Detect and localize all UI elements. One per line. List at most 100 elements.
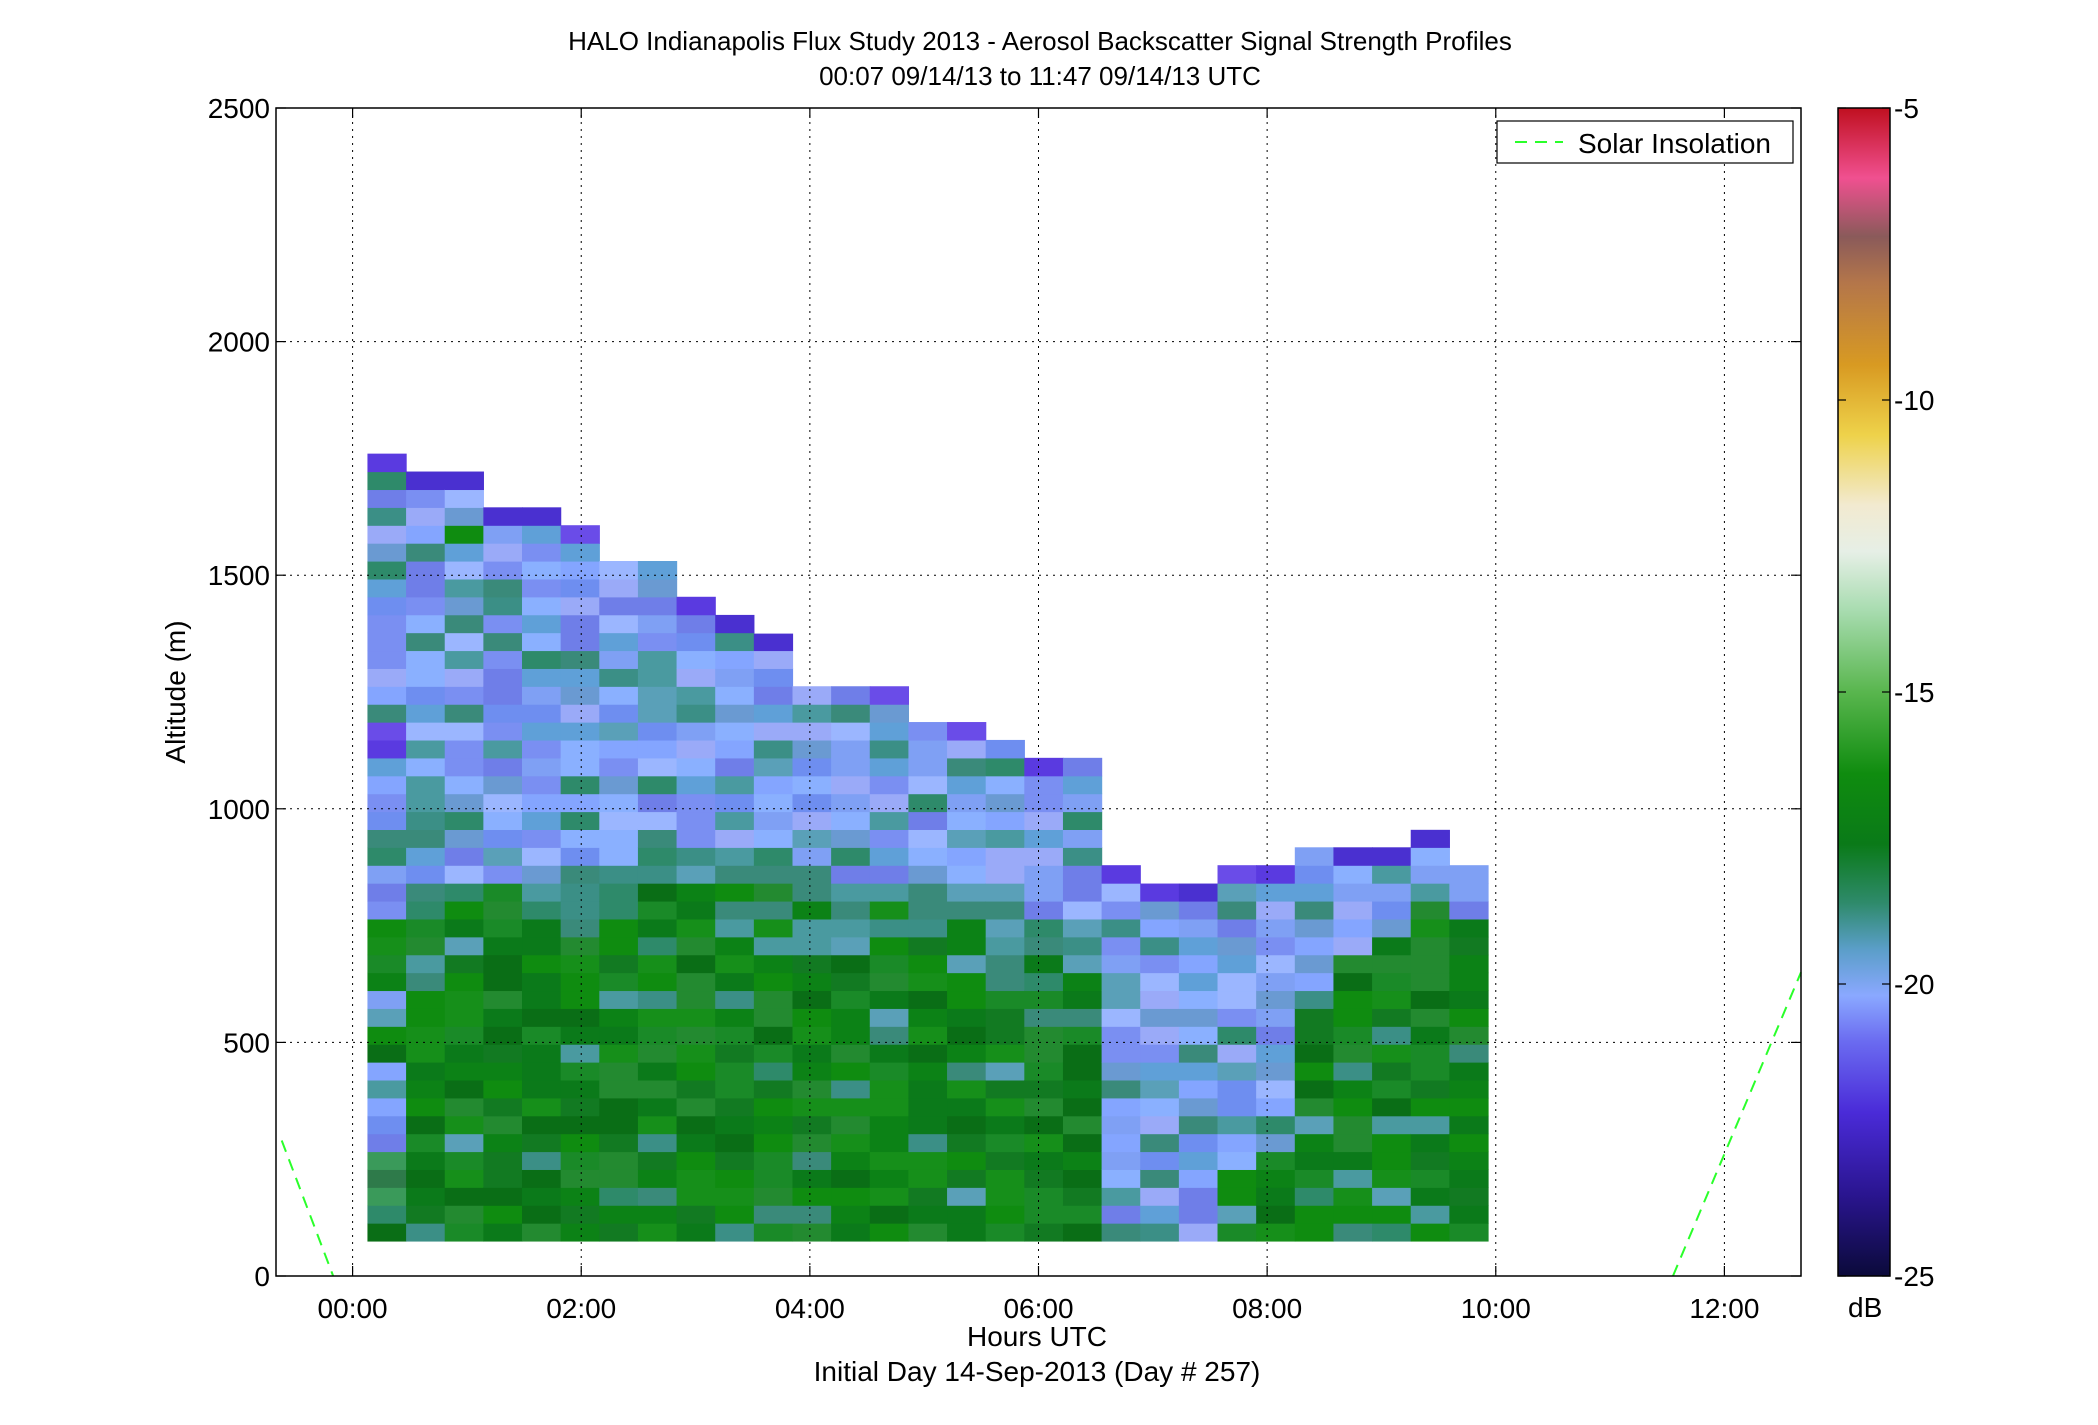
heatmap-cell [560, 1205, 600, 1224]
heatmap-cell [1410, 1205, 1450, 1224]
heatmap-cell [444, 525, 484, 544]
heatmap-cell [676, 614, 716, 634]
heatmap-cell [1372, 900, 1412, 920]
heatmap-cell [522, 1115, 562, 1135]
heatmap-cell [560, 883, 600, 902]
heatmap-cell [908, 918, 948, 938]
heatmap-cell [1178, 972, 1219, 992]
heatmap-cell [947, 1044, 987, 1063]
heatmap-cell [1410, 865, 1450, 884]
heatmap-cell [599, 829, 639, 848]
heatmap-cell [831, 1026, 871, 1045]
heatmap-cell [676, 1187, 716, 1206]
heatmap-cell [406, 990, 446, 1009]
heatmap-cell [1449, 1223, 1489, 1242]
heatmap-cell [599, 757, 639, 777]
heatmap-cell [869, 865, 910, 884]
heatmap-cell [483, 507, 523, 526]
heatmap-cell [444, 829, 484, 848]
heatmap-cell [985, 936, 1025, 956]
heatmap-cell [1372, 1151, 1412, 1170]
heatmap-cell [1101, 1151, 1141, 1170]
heatmap-cell [406, 704, 446, 723]
heatmap-cell [637, 811, 678, 830]
heatmap-cell [1294, 972, 1335, 992]
heatmap-cell [367, 954, 407, 974]
heatmap-cell [831, 1169, 871, 1188]
heatmap-cell [869, 883, 910, 902]
heatmap-cell [985, 847, 1025, 866]
heatmap-cell [715, 1115, 755, 1135]
heatmap-cell [908, 954, 948, 974]
heatmap-cell [406, 525, 446, 544]
heatmap-cell [522, 775, 562, 795]
heatmap-cell [947, 722, 987, 741]
heatmap-cell [1217, 1026, 1257, 1045]
heatmap-cell [869, 972, 910, 992]
heatmap-cell [1217, 1169, 1257, 1188]
heatmap-cell [831, 936, 871, 956]
heatmap-cell [792, 847, 832, 866]
heatmap-cell [908, 829, 948, 848]
heatmap-cell [869, 722, 910, 741]
heatmap-cell [1024, 1062, 1064, 1081]
heatmap-cell [1140, 1187, 1180, 1206]
heatmap-cell [1024, 1133, 1064, 1153]
heatmap-cell [831, 1079, 871, 1099]
heatmap-cell [1372, 1026, 1412, 1045]
heatmap-cell [1024, 918, 1064, 938]
heatmap-cell [637, 1097, 678, 1117]
heatmap-cell [599, 990, 639, 1009]
heatmap-cell [444, 1169, 484, 1188]
heatmap-cell [1294, 1151, 1335, 1170]
heatmap-cell [908, 1097, 948, 1117]
gridlines [276, 108, 1801, 1276]
heatmap-cell [444, 1133, 484, 1153]
heatmap-cell [1333, 1097, 1373, 1117]
x-axis-sublabel: Initial Day 14-Sep-2013 (Day # 257) [814, 1356, 1261, 1387]
heatmap-cell [1062, 1044, 1103, 1063]
heatmap-cell [1024, 847, 1064, 866]
heatmap-cell [560, 1223, 600, 1242]
heatmap-cell [947, 1133, 987, 1153]
heatmap-cell [637, 578, 678, 598]
colorbar-tick-label: -15 [1894, 677, 1934, 708]
heatmap-cell [1140, 1062, 1180, 1081]
heatmap-cell [831, 1097, 871, 1117]
heatmap-cell [599, 1062, 639, 1081]
y-axis-label: Altitude (m) [160, 620, 191, 763]
heatmap-cell [560, 739, 600, 759]
heatmap-cell [831, 972, 871, 992]
heatmap-cell [753, 847, 794, 866]
heatmap-cell [831, 1187, 871, 1206]
heatmap-cell [522, 1008, 562, 1027]
heatmap-cell [637, 793, 678, 813]
heatmap-cell [444, 811, 484, 830]
heatmap-cell [522, 1187, 562, 1206]
heatmap-cell [1372, 847, 1412, 866]
heatmap-cell [637, 1062, 678, 1081]
heatmap-cell [1410, 1062, 1450, 1081]
heatmap-cell [367, 865, 407, 884]
heatmap-cell [1024, 811, 1064, 830]
heatmap-cell [444, 543, 484, 562]
heatmap-cell [1062, 1026, 1103, 1045]
heatmap-cell [1101, 900, 1141, 920]
heatmap-cell [831, 1044, 871, 1063]
heatmap-cell [1217, 865, 1257, 884]
heatmap-cell [406, 972, 446, 992]
heatmap-cell [1062, 900, 1103, 920]
heatmap-cell [444, 972, 484, 992]
heatmap-cell [406, 561, 446, 580]
heatmap-cell [1333, 918, 1373, 938]
heatmap-cell [715, 1205, 755, 1224]
heatmap-cell [1062, 936, 1103, 956]
heatmap-cell [1449, 1026, 1489, 1045]
y-tick-label: 2000 [208, 327, 270, 358]
heatmap-cell [792, 722, 832, 741]
heatmap-cell [869, 1187, 910, 1206]
heatmap-cell [1062, 1008, 1103, 1027]
heatmap-cell [869, 1205, 910, 1224]
heatmap-cell [599, 561, 639, 580]
heatmap-cell [560, 990, 600, 1009]
